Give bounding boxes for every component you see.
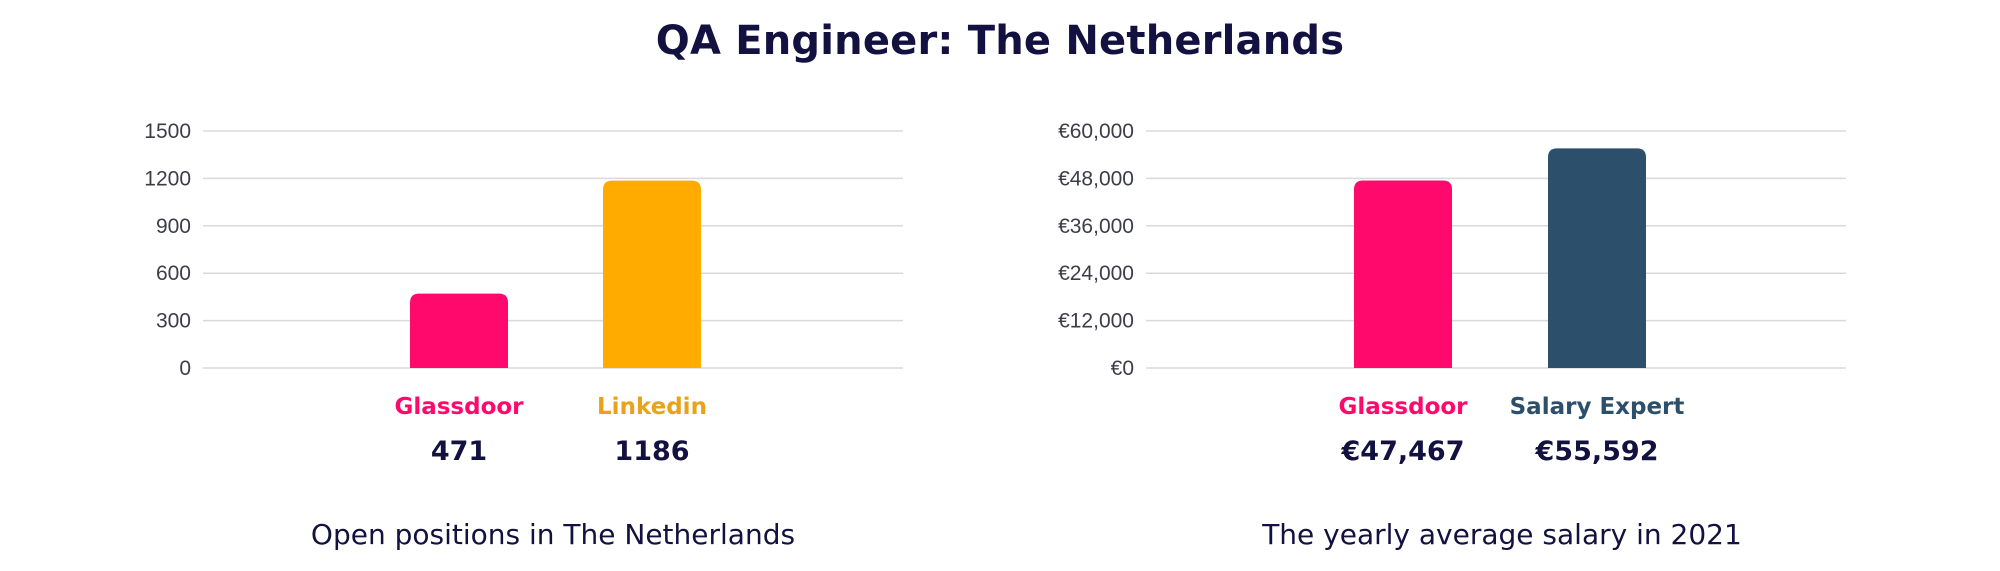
page-title: QA Engineer: The Netherlands <box>655 18 1345 64</box>
y-tick-label: €48,000 <box>1058 167 1134 190</box>
value-label: €55,592 <box>1535 436 1659 467</box>
bar-salary-expert <box>1548 148 1646 368</box>
y-tick-label: 600 <box>156 262 191 285</box>
bar-glassdoor <box>410 293 508 368</box>
bar-glassdoor <box>1354 180 1452 368</box>
category-label: Glassdoor <box>1338 394 1468 420</box>
value-label: 1186 <box>614 436 689 467</box>
y-tick-label: €24,000 <box>1058 262 1134 285</box>
y-tick-label: 1500 <box>144 120 191 143</box>
y-tick-label: 300 <box>156 310 191 333</box>
y-tick-label: €0 <box>1111 357 1134 380</box>
category-label: Linkedin <box>597 394 707 420</box>
value-label: 471 <box>431 436 487 467</box>
y-tick-label: €12,000 <box>1058 310 1134 333</box>
average-salary-caption: The yearly average salary in 2021 <box>1262 518 1742 551</box>
category-label: Glassdoor <box>394 394 524 420</box>
y-tick-label: €60,000 <box>1058 120 1134 143</box>
bar-linkedin <box>603 180 701 368</box>
y-tick-label: 0 <box>179 357 191 380</box>
value-label: €47,467 <box>1341 436 1465 467</box>
y-tick-label: 1200 <box>144 167 191 190</box>
open-positions-caption: Open positions in The Netherlands <box>310 518 796 551</box>
category-label: Salary Expert <box>1510 394 1685 420</box>
y-tick-label: 900 <box>156 215 191 238</box>
y-tick-label: €36,000 <box>1058 215 1134 238</box>
